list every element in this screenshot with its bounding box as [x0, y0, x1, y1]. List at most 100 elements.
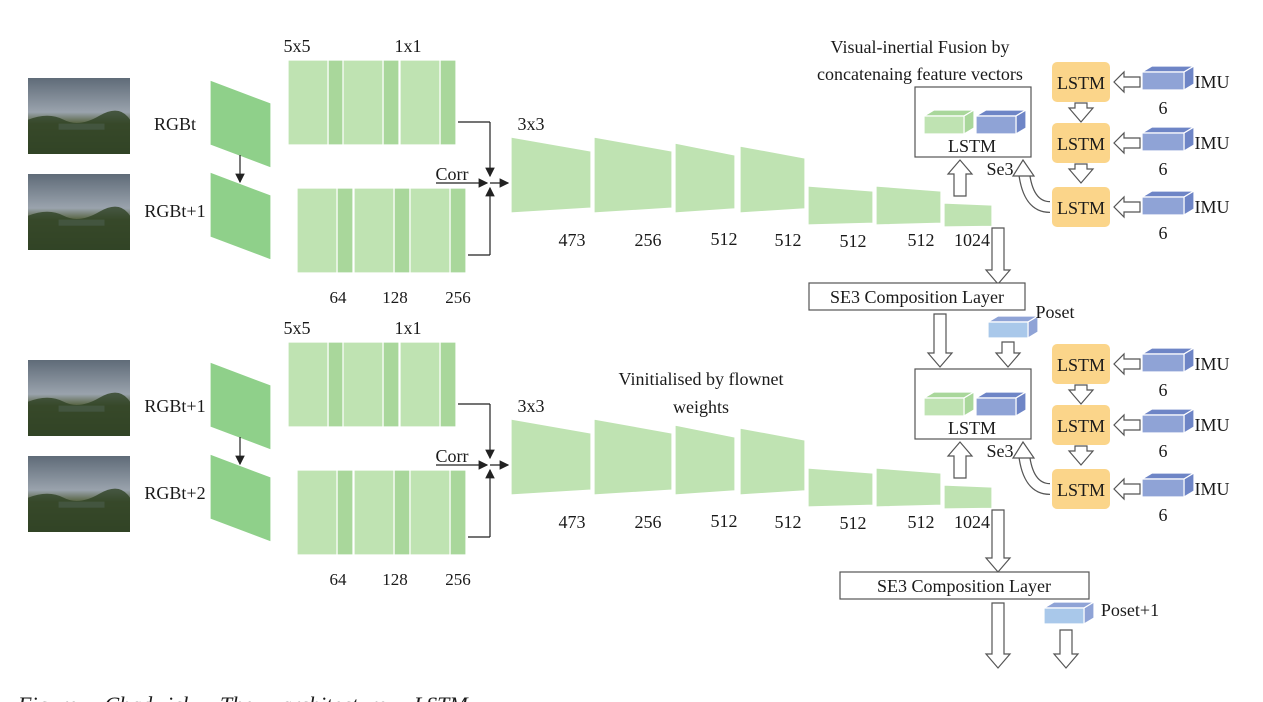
- top-imu-dim-3: 6: [1159, 223, 1168, 243]
- top-fusion-lstm-label: LSTM: [948, 136, 996, 156]
- top-imu-feat-3-face: [1141, 196, 1185, 216]
- top-dec-ch-3: 512: [711, 229, 738, 249]
- top-photo-2: [28, 174, 130, 250]
- init-note-line-2: weights: [673, 397, 729, 417]
- bottom-kernel-5x5: 5x5: [284, 318, 311, 338]
- top-kernel-5x5: 5x5: [284, 36, 311, 56]
- top-imu-dim-1: 6: [1159, 98, 1168, 118]
- bottom-imu-in-arrow-2: [1113, 413, 1141, 437]
- top-imu-label-3: IMU: [1195, 197, 1230, 217]
- top-imu-chain-arrow-2: [1067, 163, 1095, 184]
- bottom-imu-label-2: IMU: [1195, 415, 1230, 435]
- bottom-imu-dim-2: 6: [1159, 441, 1168, 461]
- bottom-se3-down-arrow: [984, 509, 1012, 573]
- bottom-imu-chain-arrow-2: [1067, 445, 1095, 466]
- top-enc-ch-64: 64: [330, 288, 348, 307]
- top-imu-lstm-label-1: LSTM: [1057, 73, 1105, 93]
- bottom-imu-label-1: IMU: [1195, 354, 1230, 374]
- bottom-imu-lstm-label-2: LSTM: [1057, 416, 1105, 436]
- bottom-imu-feat-2-face: [1141, 414, 1185, 434]
- top-enc-upper-1-side: [327, 59, 345, 146]
- bottom-dec-layer-6: [875, 467, 942, 508]
- bottom-dec-ch-7: 1024: [954, 512, 990, 532]
- bottom-enc-upper-2-face: [342, 341, 384, 428]
- top-enc-upper-2-face: [342, 59, 384, 146]
- top-dec-layer-3: [674, 142, 736, 214]
- bottom-imu-lstm-box-2: [1052, 405, 1110, 445]
- top-enc-lower-2-face: [353, 187, 395, 274]
- bottom-enc-ch-64: 64: [330, 570, 348, 589]
- top-dec-layer-2: [593, 136, 673, 214]
- top-imu-in-arrow-1: [1113, 70, 1141, 94]
- top-enc-lower-1-side: [336, 187, 354, 274]
- bottom-dec-layer-2: [593, 418, 673, 496]
- top-imu-label-1: IMU: [1195, 72, 1230, 92]
- top-imu-lstm-box-3: [1052, 187, 1110, 227]
- top-photo-1-trees: [28, 110, 130, 154]
- figure-caption-fragment: Figure ... Chadwick ... The ... architec…: [17, 692, 490, 702]
- bottom-composition-down-arrow: [984, 602, 1012, 669]
- bottom-enc-lower-3-side: [449, 469, 467, 556]
- bottom-input-label-2: RGBt+2: [144, 483, 205, 503]
- top-enc-ch-256: 256: [445, 288, 471, 307]
- fusion-title-line-1: Visual-inertial Fusion by: [831, 37, 1010, 57]
- top-imu-lstm-label-2: LSTM: [1057, 134, 1105, 154]
- top-enc-ch-128: 128: [382, 288, 408, 307]
- bottom-photo-1-trees: [28, 392, 130, 436]
- bottom-imu-lstm-label-1: LSTM: [1057, 355, 1105, 375]
- bottom-enc-ch-128: 128: [382, 570, 408, 589]
- bottom-dec-layer-5: [807, 467, 874, 508]
- top-composition-label: SE3 Composition Layer: [830, 287, 1004, 307]
- top-input-label-2: RGBt+1: [144, 201, 205, 221]
- top-fusion-blue-feat-face: [975, 115, 1017, 135]
- top-imu-lstm-box-1: [1052, 62, 1110, 102]
- bottom-enc-ch-256: 256: [445, 570, 471, 589]
- top-composition-down-arrow: [926, 313, 954, 368]
- bottom-dec-layer-3: [674, 424, 736, 496]
- top-imu-feat-1-face: [1141, 71, 1185, 91]
- top-enc-lower-2-side: [393, 187, 411, 274]
- bottom-imu-dim-3: 6: [1159, 505, 1168, 525]
- bottom-photo-2: [28, 456, 130, 532]
- bottom-dec-layer-7: [943, 484, 993, 510]
- bottom-dec-layer-1: [510, 418, 592, 496]
- top-input-plane-2: [209, 171, 272, 261]
- bottom-imu-to-fusion-head: [1011, 440, 1036, 459]
- bottom-fusion-blue-feat-face: [975, 397, 1017, 417]
- top-se3-label: Se3: [987, 159, 1014, 179]
- top-enc-lower-1-face: [296, 187, 338, 274]
- top-photo-1: [28, 78, 130, 154]
- bottom-input-plane-1: [209, 361, 272, 451]
- bottom-dec-ch-2: 256: [635, 512, 662, 532]
- bottom-se3-label: Se3: [987, 441, 1014, 461]
- bottom-dec-layer-4: [739, 427, 806, 496]
- bottom-composition-label: SE3 Composition Layer: [877, 576, 1051, 596]
- bottom-enc-upper-3-face: [399, 341, 441, 428]
- top-enc-lower-3-face: [409, 187, 451, 274]
- bottom-imu-in-arrow-1: [1113, 352, 1141, 376]
- top-dec-layer-4: [739, 145, 806, 214]
- top-dec-ch-5: 512: [840, 231, 867, 251]
- bottom-enc-upper-1-side: [327, 341, 345, 428]
- bottom-fusion-lstm-label: LSTM: [948, 418, 996, 438]
- top-corr-label: Corr: [436, 164, 469, 184]
- bottom-dec-ch-4: 512: [775, 512, 802, 532]
- bottom-input-label-1: RGBt+1: [144, 396, 205, 416]
- top-imu-in-arrow-2: [1113, 131, 1141, 155]
- top-imu-lstm-label-3: LSTM: [1057, 198, 1105, 218]
- bottom-enc-lower-2-face: [353, 469, 395, 556]
- top-imu-feat-2-face: [1141, 132, 1185, 152]
- init-note-line-1: Vinitialised by flownet: [619, 369, 784, 389]
- top-imu-chain-arrow-1: [1067, 102, 1095, 123]
- top-fusion-green-feat-face: [923, 115, 965, 135]
- top-enc-upper-3-side: [439, 59, 457, 146]
- top-imu-label-2: IMU: [1195, 133, 1230, 153]
- top-enc-upper-3-face: [399, 59, 441, 146]
- bottom-imu-to-fusion-inner: [1019, 453, 1051, 494]
- top-kernel-3x3: 3x3: [518, 114, 545, 134]
- top-fusion-up-arrow: [946, 159, 974, 197]
- bottom-enc-upper-2-side: [382, 341, 400, 428]
- top-enc-upper-1-face: [287, 59, 329, 146]
- bottom-kernel-1x1: 1x1: [395, 318, 422, 338]
